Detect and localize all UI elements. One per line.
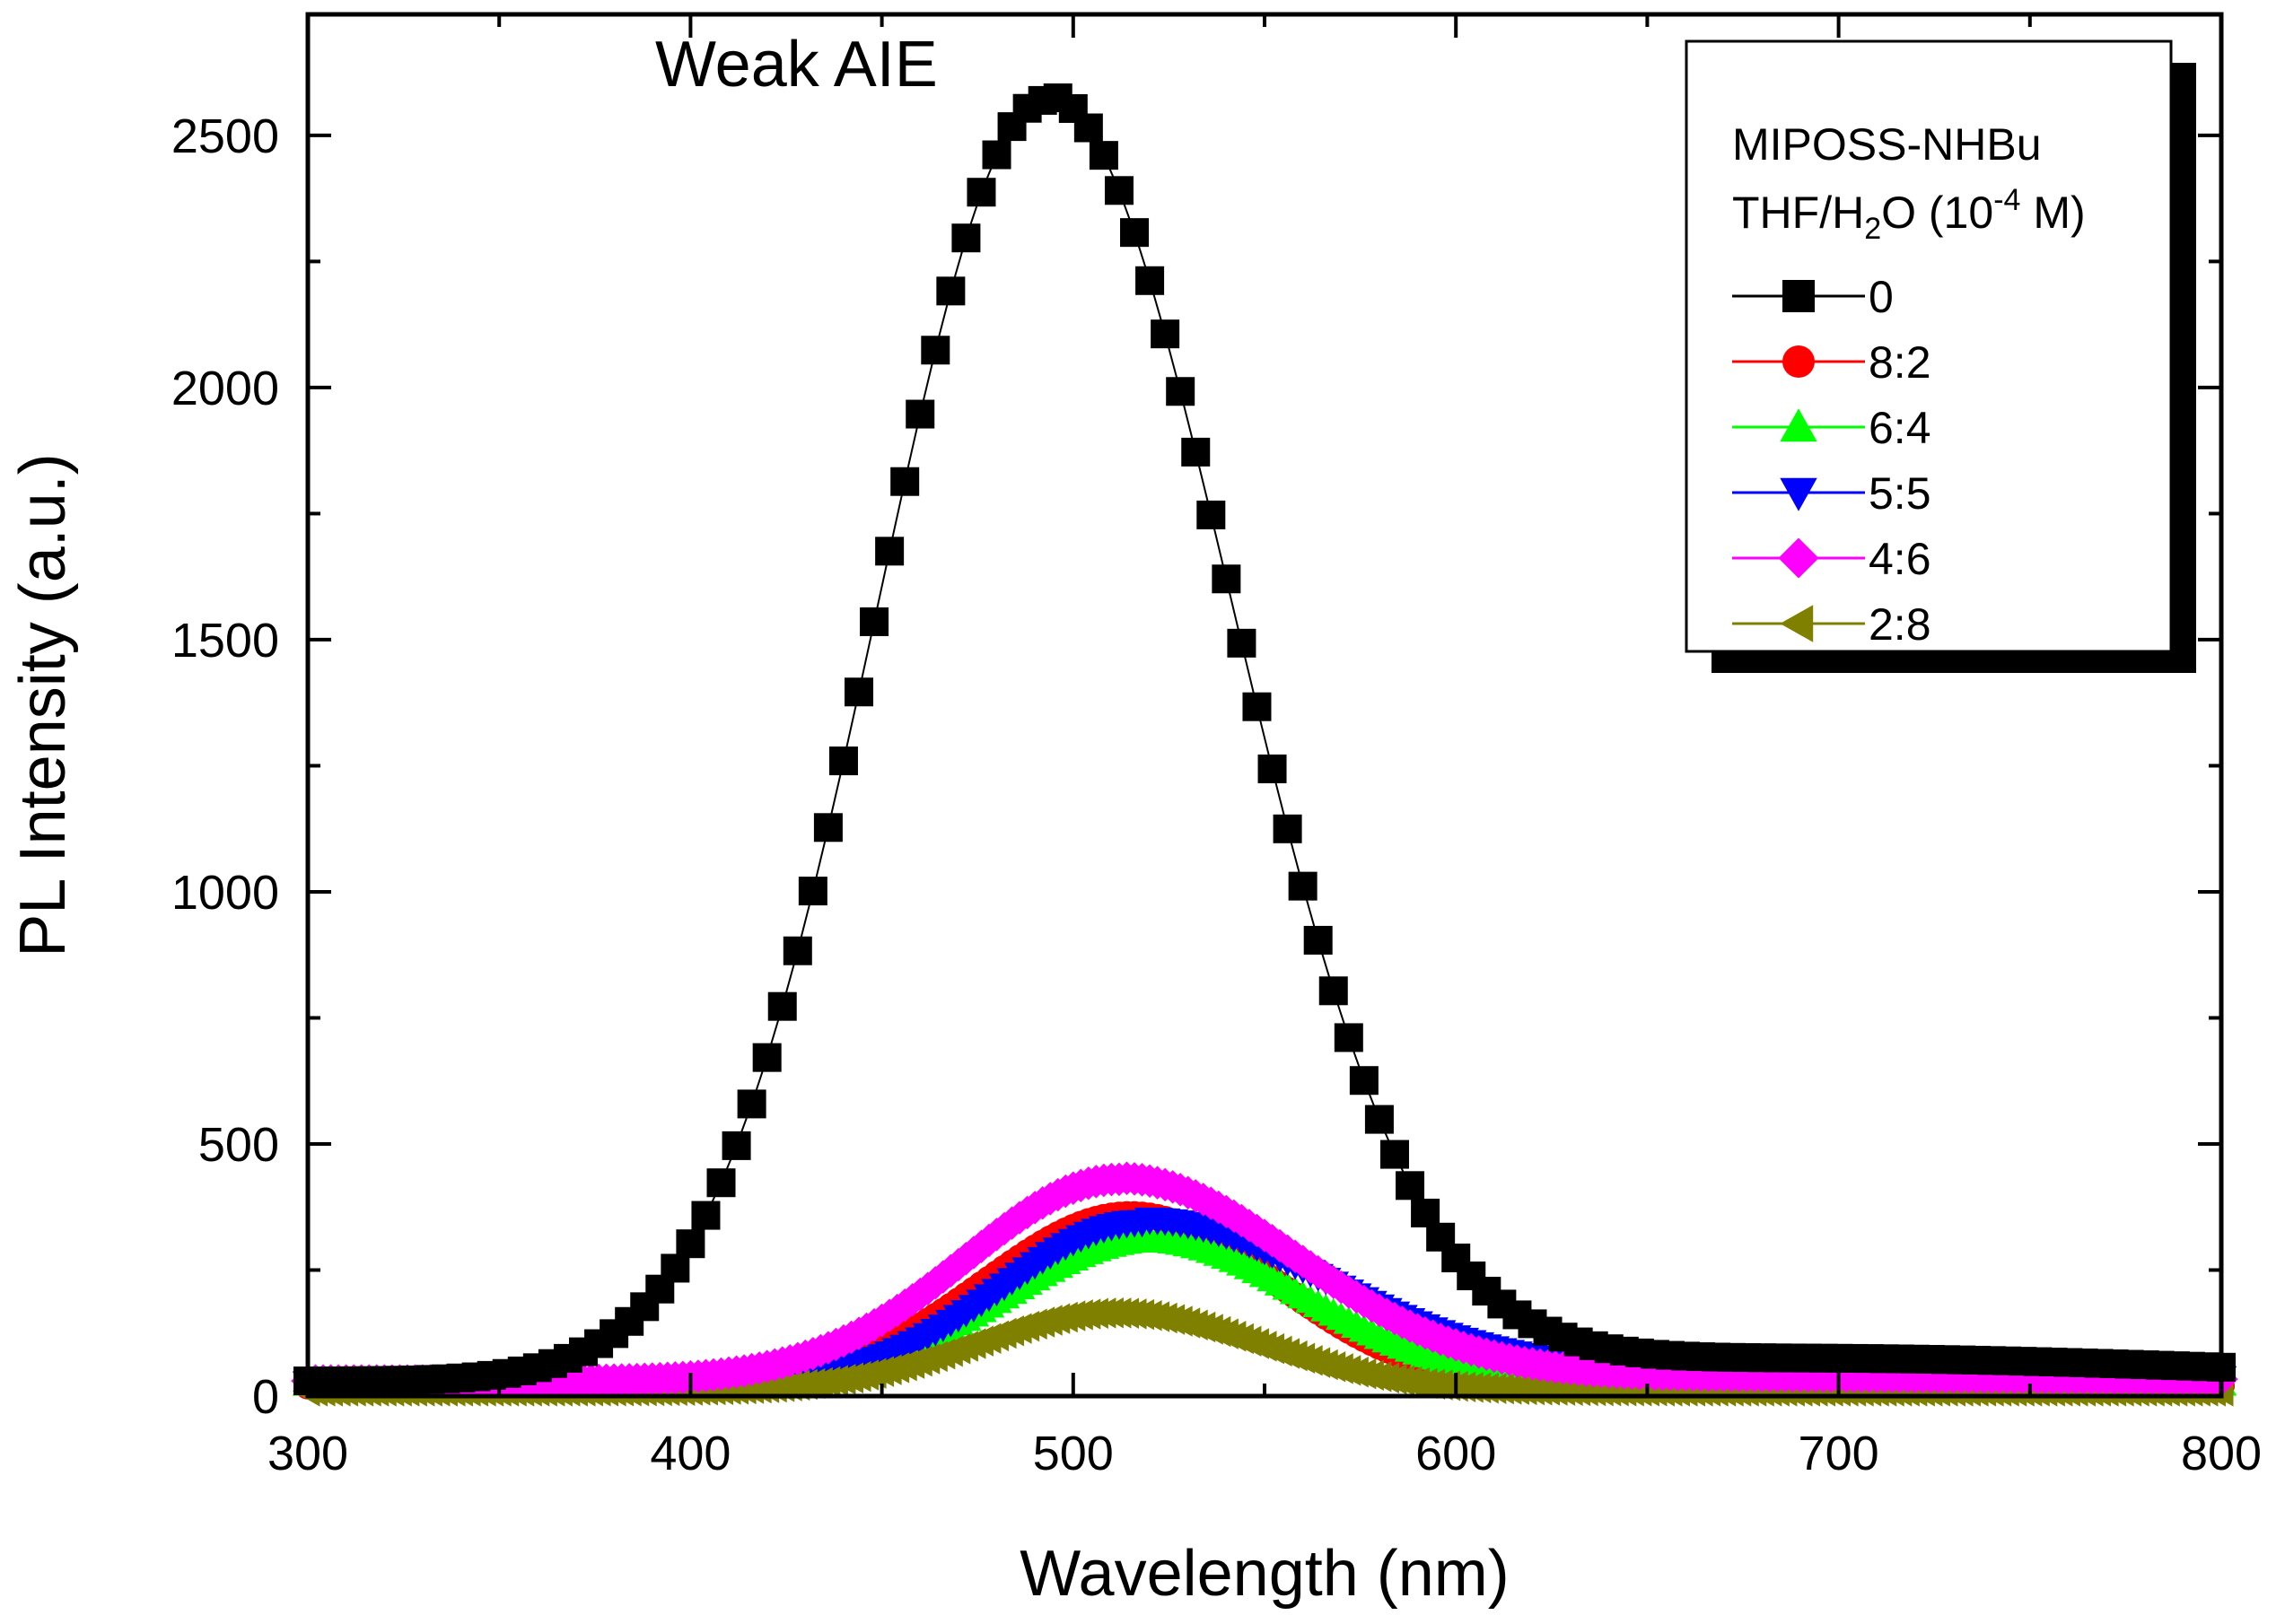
data-point: [936, 276, 966, 306]
legend-entries: 0 8:2 6:4 5:5 4:6 2:8: [1732, 272, 1931, 650]
data-point: [1379, 1139, 1409, 1169]
data-point: [1196, 500, 1226, 529]
data-point: [906, 399, 935, 429]
data-point: [1303, 925, 1333, 955]
legend-solvent-sub: 2: [1864, 212, 1881, 246]
data-point: [1257, 754, 1287, 783]
legend: MIPOSS-NHBu THF/H2O (10-4 M) 0 8:2 6:4 5:5 4…: [1685, 39, 2196, 673]
legend-solvent-pre: THF/H: [1732, 188, 1864, 238]
annotation-weak-aie: Weak AIE: [655, 29, 938, 100]
data-point: [1227, 628, 1256, 658]
y-axis-title: PL Intensity (a.u.): [7, 453, 79, 957]
x-tick-label: 800: [2181, 1427, 2262, 1480]
data-point: [798, 877, 827, 906]
x-tick-label: 700: [1799, 1427, 1879, 1480]
data-point: [737, 1089, 766, 1119]
y-axis: 0 500 1000 1500 2000 2500: [171, 109, 2221, 1424]
x-tick-label: 300: [267, 1427, 348, 1480]
data-point: [1334, 1023, 1363, 1052]
data-point: [1151, 319, 1180, 349]
legend-entry: 4:6: [1732, 534, 1931, 584]
data-point: [1273, 814, 1302, 843]
legend-label: 4:6: [1869, 534, 1931, 584]
legend-entry: 2:8: [1732, 599, 1931, 650]
data-point: [1135, 266, 1165, 295]
data-point: [1349, 1066, 1379, 1096]
data-point: [1396, 1171, 1425, 1201]
data-point: [691, 1201, 721, 1230]
x-tick-label: 600: [1415, 1427, 1496, 1480]
data-point: [875, 537, 905, 566]
legend-marker: [1778, 537, 1819, 579]
data-point: [783, 936, 812, 965]
legend-marker: [1782, 280, 1815, 312]
legend-entry: 6:4: [1732, 403, 1931, 453]
legend-marker: [1782, 345, 1815, 378]
y-tick-label: 500: [198, 1118, 279, 1172]
x-axis: 300 400 500 600 700 800: [267, 14, 2262, 1480]
data-point: [967, 178, 996, 207]
legend-label: 5:5: [1869, 468, 1931, 519]
data-point: [1364, 1104, 1394, 1134]
x-tick-label: 400: [650, 1427, 731, 1480]
data-point: [1166, 377, 1195, 406]
data-point: [706, 1168, 736, 1198]
legend-solvent-mid: O (10: [1881, 188, 1993, 238]
plot-marks: [291, 83, 2238, 1407]
data-point: [676, 1229, 705, 1259]
legend-label: 0: [1869, 272, 1894, 322]
y-tick-label: 2000: [171, 362, 279, 415]
legend-entry: 0: [1732, 272, 1894, 322]
legend-title-compound: MIPOSS-NHBu: [1732, 119, 2042, 170]
x-axis-title: Wavelength (nm): [1020, 1538, 1510, 1610]
data-point: [845, 677, 874, 707]
legend-marker: [1780, 605, 1814, 642]
legend-box: [1685, 39, 2173, 653]
data-point: [982, 140, 1011, 170]
data-point: [813, 813, 843, 843]
data-point: [921, 336, 950, 365]
data-point: [1411, 1198, 1440, 1227]
data-point: [1120, 218, 1150, 248]
y-tick-label: 1000: [171, 866, 279, 920]
data-point: [752, 1043, 782, 1072]
series-0: [293, 83, 2236, 1396]
data-point: [828, 747, 858, 776]
data-point: [1104, 176, 1134, 205]
data-point: [767, 991, 797, 1021]
legend-marker: [1780, 408, 1817, 442]
legend-title-solvent: THF/H2O (10-4 M): [1732, 183, 2086, 246]
legend-solvent-post: M): [2020, 188, 2085, 238]
data-point: [722, 1131, 751, 1160]
data-point: [661, 1253, 690, 1283]
data-point: [951, 223, 981, 253]
data-point: [1212, 564, 1241, 594]
data-point: [1242, 692, 1272, 721]
y-tick-label: 0: [252, 1370, 279, 1424]
legend-entry: 5:5: [1732, 468, 1931, 519]
y-tick-label: 2500: [171, 109, 279, 163]
data-point: [860, 607, 889, 636]
legend-solvent-sup: -4: [1993, 183, 2020, 217]
legend-label: 6:4: [1869, 403, 1931, 453]
data-point: [1073, 113, 1103, 143]
legend-label: 2:8: [1869, 599, 1931, 650]
legend-marker: [1780, 477, 1817, 511]
legend-entry: 8:2: [1732, 337, 1931, 388]
y-tick-label: 1500: [171, 614, 279, 668]
data-point: [1318, 976, 1348, 1006]
x-tick-label: 500: [1033, 1427, 1114, 1480]
data-point: [1181, 437, 1211, 467]
data-point: [1089, 141, 1118, 170]
data-point: [890, 467, 920, 496]
legend-label: 8:2: [1869, 337, 1931, 388]
data-point: [1288, 871, 1318, 901]
